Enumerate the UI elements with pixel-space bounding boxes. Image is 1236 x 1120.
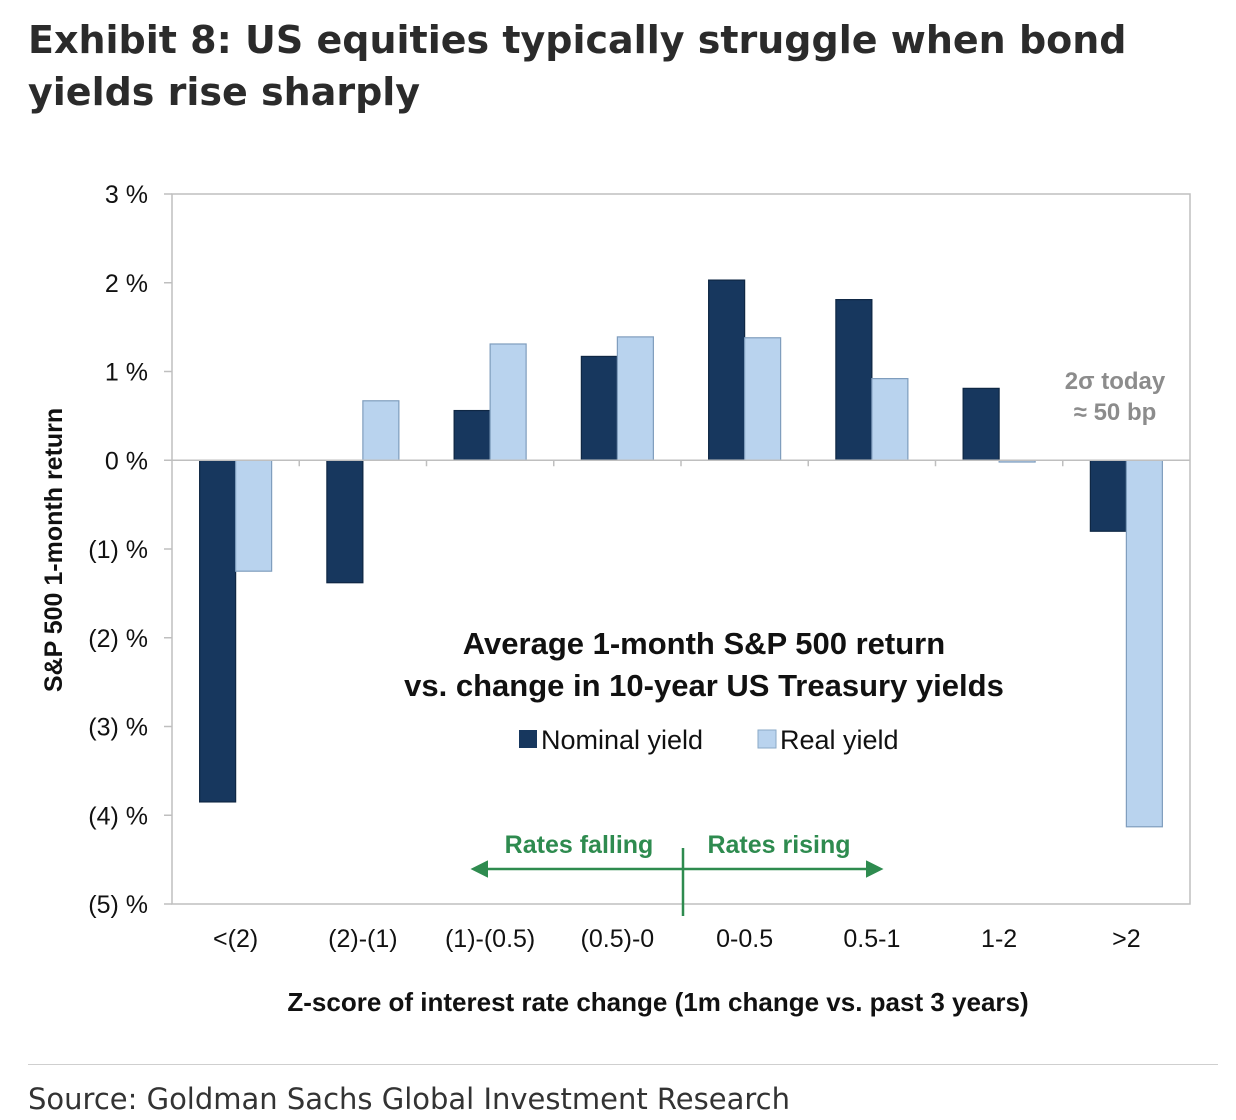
rates-direction-annotation: Rates falling Rates rising — [470, 831, 884, 916]
legend-swatch-real — [757, 729, 777, 749]
bar-nominal-0 — [199, 459, 237, 803]
bar-real-4 — [744, 337, 782, 461]
x-tick-label: 1-2 — [981, 925, 1017, 953]
legend-label-nominal: Nominal yield — [541, 725, 703, 755]
x-tick-label: (2)-(1) — [328, 925, 397, 953]
x-tick-label: (0.5)-0 — [581, 925, 655, 953]
y-tick-label: 0 % — [105, 447, 148, 475]
bar-nominal-3 — [580, 355, 618, 461]
y-tick-label: (2) % — [88, 625, 148, 653]
bar-nominal-7 — [1089, 459, 1127, 532]
chart-title: Average 1-month S&P 500 return — [463, 626, 945, 661]
bar-real-2 — [489, 343, 527, 461]
today-annotation-line1: 2σ today — [1065, 368, 1166, 395]
y-tick-label: 2 % — [105, 270, 148, 298]
rates-falling-label: Rates falling — [505, 831, 654, 859]
legend-label-real: Real yield — [780, 725, 899, 755]
bar-real-1 — [362, 400, 400, 461]
x-tick-label: >2 — [1112, 925, 1141, 953]
chart-subtitle: vs. change in 10-year US Treasury yields — [404, 668, 1004, 703]
bar-real-0 — [235, 459, 273, 572]
source-note: Source: Goldman Sachs Global Investment … — [28, 1082, 790, 1116]
y-tick-label: 3 % — [105, 181, 148, 209]
rates-rising-label: Rates rising — [707, 831, 850, 859]
y-tick-label: 1 % — [105, 359, 148, 387]
footer-divider — [28, 1064, 1218, 1065]
bar-real-5 — [871, 378, 909, 461]
today-annotation: 2σ today ≈ 50 bp — [1065, 368, 1166, 426]
bar-series — [199, 279, 1163, 828]
x-axis-label: Z-score of interest rate change (1m chan… — [287, 987, 1028, 1017]
exhibit-title: Exhibit 8: US equities typically struggl… — [28, 18, 1127, 114]
y-axis-label: S&P 500 1-month return — [40, 408, 68, 692]
y-tick-label: (4) % — [88, 802, 148, 830]
plot-area-frame — [171, 193, 1191, 905]
y-tick-label: (3) % — [88, 714, 148, 742]
bar-real-7 — [1125, 459, 1163, 828]
bar-nominal-6 — [962, 387, 1000, 461]
legend: Nominal yield Real yield — [519, 725, 899, 755]
bar-nominal-2 — [453, 409, 491, 461]
y-axis: 3 % 2 % 1 % 0 % (1) % (2) % (3) % (4) % (5) % — [88, 181, 172, 919]
legend-swatch-nominal — [519, 730, 537, 748]
y-tick-label: (1) % — [88, 536, 148, 564]
bar-real-3 — [616, 336, 654, 461]
bar-nominal-1 — [326, 459, 364, 584]
bar-nominal-5 — [835, 299, 873, 461]
x-tick-label: 0-0.5 — [716, 925, 773, 953]
y-tick-label: (5) % — [88, 891, 148, 919]
x-tick-label: <(2) — [213, 925, 258, 953]
today-annotation-line2: ≈ 50 bp — [1074, 399, 1157, 426]
x-axis: <(2) (2)-(1) (1)-(0.5) (0.5)-0 0-0.5 0.5-1 1-2… — [213, 460, 1141, 953]
x-tick-label: (1)-(0.5) — [445, 925, 535, 953]
bar-nominal-4 — [708, 279, 746, 461]
x-tick-label: 0.5-1 — [843, 925, 900, 953]
bar-chart: 3 % 2 % 1 % 0 % (1) % (2) % (3) % (4) % (5) % <(… — [40, 181, 1191, 1017]
